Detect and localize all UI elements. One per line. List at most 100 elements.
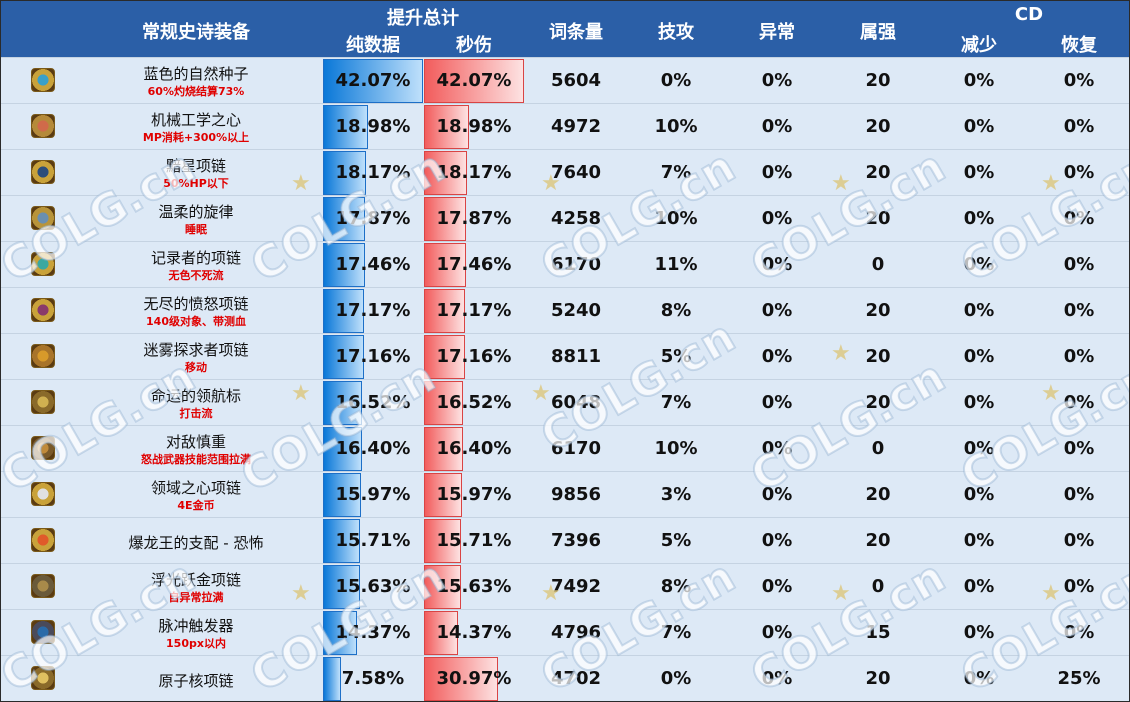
cd-reduce-value: 0% — [963, 254, 995, 275]
skill-attack-value: 10% — [654, 208, 698, 229]
pure-data-bar — [323, 473, 361, 517]
mist-seeker-necklace-icon — [31, 344, 55, 368]
dps-value: 17.46% — [436, 254, 512, 275]
pure-data-value: 15.63% — [335, 576, 411, 597]
pure-data-bar — [323, 197, 365, 241]
pure-data-value: 17.46% — [335, 254, 411, 275]
equipment-condition-note: 自异常拉满 — [168, 591, 224, 604]
abnormal-value: 0% — [761, 70, 793, 91]
dps-bar — [424, 243, 466, 287]
pure-data-value: 16.40% — [335, 438, 411, 459]
skill-attack-value: 10% — [654, 116, 698, 137]
fate-beacon-icon — [31, 390, 55, 414]
caution-icon — [31, 436, 55, 460]
dps-bar — [424, 151, 467, 195]
pure-data-value: 7.58% — [341, 668, 405, 689]
skill-attack-value: 5% — [660, 346, 692, 367]
dps-value: 18.98% — [436, 116, 512, 137]
cd-reduce-value: 0% — [963, 622, 995, 643]
mechanical-heart-icon — [31, 114, 55, 138]
pure-data-bar — [323, 565, 360, 609]
pure-data-bar — [323, 381, 362, 425]
cd-reduce-value: 0% — [963, 70, 995, 91]
pure-data-bar — [323, 243, 365, 287]
dps-value: 15.97% — [436, 484, 512, 505]
element-value: 20 — [865, 208, 891, 229]
table-row: 机械工学之心 MP消耗+300%以上 18.98% 18.98% 4972 10% 0% 20… — [1, 103, 1129, 150]
equipment-name: 对敌慎重 — [165, 433, 226, 451]
gentle-melody-icon — [31, 206, 55, 230]
pure-data-bar — [323, 427, 362, 471]
dps-value: 15.63% — [436, 576, 512, 597]
element-value: 20 — [865, 530, 891, 551]
entry-count-value: 4796 — [550, 622, 602, 643]
dps-bar — [424, 381, 463, 425]
equipment-name: 记录者的项链 — [150, 249, 241, 267]
dps-bar — [424, 611, 458, 655]
nature-seed-icon — [31, 68, 55, 92]
cd-recover-value: 0% — [1063, 116, 1095, 137]
header-dps: 秒伤 — [456, 35, 492, 56]
equipment-name: 机械工学之心 — [150, 111, 241, 129]
equipment-name: 命运的领航标 — [150, 387, 241, 405]
equipment-condition-note: 50%HP以下 — [163, 177, 229, 190]
element-value: 0 — [871, 438, 885, 459]
equipment-name: 原子核项链 — [158, 672, 234, 690]
equipment-name: 无尽的愤怒项链 — [143, 295, 249, 313]
dps-value: 17.17% — [436, 300, 512, 321]
equipment-condition-note: MP消耗+300%以上 — [142, 131, 250, 144]
entry-count-value: 4258 — [550, 208, 602, 229]
dps-value: 16.52% — [436, 392, 512, 413]
pure-data-bar — [323, 105, 368, 149]
table-row: 爆龙王的支配 - 恐怖 15.71% 15.71% 7396 5% 0% 20 0% 0% — [1, 517, 1129, 564]
element-value: 20 — [865, 346, 891, 367]
element-value: 20 — [865, 392, 891, 413]
skill-attack-value: 7% — [660, 162, 692, 183]
equipment-condition-note: 4E金币 — [177, 499, 215, 512]
element-value: 15 — [865, 622, 891, 643]
table-row: 脉冲触发器 150px以内 14.37% 14.37% 4796 7% 0% 15 0% 0% — [1, 609, 1129, 656]
element-value: 20 — [865, 300, 891, 321]
equipment-condition-note: 150px以内 — [166, 637, 226, 650]
header-name-col: 常规史诗装备 — [142, 22, 250, 43]
equipment-name: 迷雾探求者项链 — [143, 341, 249, 359]
equipment-condition-note: 睡眠 — [185, 223, 207, 236]
dps-value: 17.16% — [436, 346, 512, 367]
element-value: 20 — [865, 484, 891, 505]
pure-data-bar — [323, 657, 341, 701]
entry-count-value: 7396 — [550, 530, 602, 551]
dps-bar — [424, 427, 463, 471]
table-row: 原子核项链 7.58% 30.97% 4702 0% 0% 20 0% 25% — [1, 655, 1129, 701]
equipment-name: 温柔的旋律 — [158, 203, 234, 221]
pure-data-value: 17.16% — [335, 346, 411, 367]
dps-value: 17.87% — [436, 208, 512, 229]
table-row: 浮光跃金项链 自异常拉满 15.63% 15.63% 7492 8% 0% 0 0% 0% — [1, 563, 1129, 610]
entry-count-value: 6170 — [550, 438, 602, 459]
header-element: 属强 — [860, 22, 896, 43]
header-cd-reduce: 减少 — [961, 35, 997, 56]
element-value: 0 — [871, 254, 885, 275]
element-value: 0 — [871, 576, 885, 597]
skill-attack-value: 7% — [660, 392, 692, 413]
cd-reduce-value: 0% — [963, 208, 995, 229]
cd-recover-value: 0% — [1063, 530, 1095, 551]
pure-data-value: 16.52% — [335, 392, 411, 413]
entry-count-value: 4972 — [550, 116, 602, 137]
equipment-condition-note: 140级对象、带测血 — [146, 315, 246, 328]
dps-value: 18.17% — [436, 162, 512, 183]
table-row: 黯星项链 50%HP以下 18.17% 18.17% 7640 7% 0% 20 0% 0% — [1, 149, 1129, 196]
pure-data-value: 15.71% — [335, 530, 411, 551]
cd-recover-value: 0% — [1063, 208, 1095, 229]
table-row: 领域之心项链 4E金币 15.97% 15.97% 9856 3% 0% 20 0% 0% — [1, 471, 1129, 518]
pulse-trigger-icon — [31, 620, 55, 644]
dps-value: 14.37% — [436, 622, 512, 643]
equipment-name: 爆龙王的支配 - 恐怖 — [128, 534, 264, 552]
equipment-condition-note: 打击流 — [179, 407, 213, 420]
cd-reduce-value: 0% — [963, 162, 995, 183]
table-row: 对敌慎重 怒战武器技能范围拉满 16.40% 16.40% 6170 10% 0% 0 0% 0% — [1, 425, 1129, 472]
skill-attack-value: 8% — [660, 300, 692, 321]
cd-recover-value: 0% — [1063, 162, 1095, 183]
header-skill-attack: 技攻 — [658, 22, 694, 43]
entry-count-value: 6048 — [550, 392, 602, 413]
table-row: 无尽的愤怒项链 140级对象、带测血 17.17% 17.17% 5240 8% 0% 20 0… — [1, 287, 1129, 334]
